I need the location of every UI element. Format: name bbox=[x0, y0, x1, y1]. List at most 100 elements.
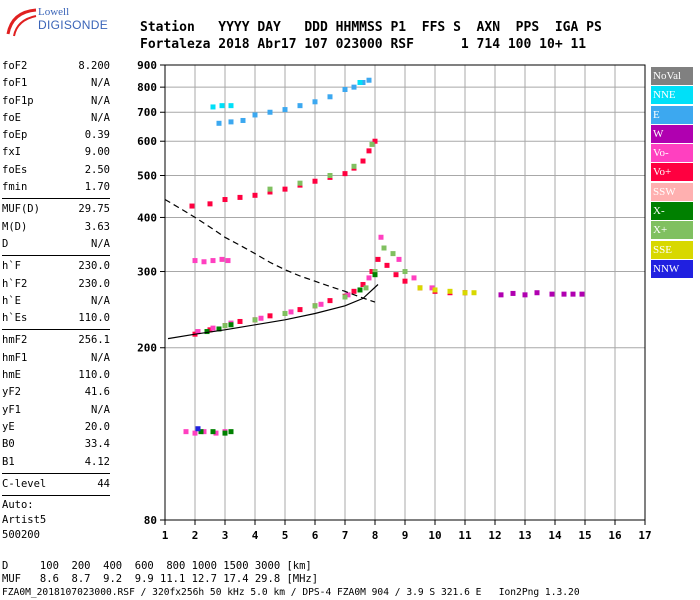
param-row: fmin 1.70 bbox=[2, 179, 110, 196]
param-row: yE 20.0 bbox=[2, 419, 110, 436]
data-point bbox=[216, 120, 222, 126]
data-point bbox=[297, 180, 303, 186]
param-label: fmin bbox=[2, 181, 28, 194]
data-point bbox=[381, 245, 387, 251]
param-value: 44 bbox=[97, 477, 110, 490]
param-row: yF1 N/A bbox=[2, 402, 110, 419]
x-tick-label: 16 bbox=[608, 529, 622, 542]
footer-muf: MUF 8.6 8.7 9.2 9.9 11.1 12.7 17.4 29.8 … bbox=[2, 573, 319, 585]
separator bbox=[2, 329, 110, 331]
profile-curve-solid bbox=[167, 284, 379, 340]
param-row: C-level 44 bbox=[2, 476, 110, 493]
x-tick-label: 13 bbox=[518, 529, 531, 542]
data-point bbox=[372, 272, 378, 278]
data-point bbox=[360, 79, 366, 85]
legend-item: NNW bbox=[651, 259, 693, 278]
logo bbox=[4, 6, 94, 40]
x-tick-label: 3 bbox=[222, 529, 229, 542]
data-point bbox=[228, 429, 234, 435]
param-value: 110.0 bbox=[78, 369, 110, 382]
separator bbox=[2, 472, 110, 474]
param-value: 9.00 bbox=[84, 146, 110, 159]
param-row: B1 4.12 bbox=[2, 454, 110, 471]
footer-distance: D 100 200 400 600 800 1000 1500 3000 [km… bbox=[2, 560, 312, 572]
data-point bbox=[228, 103, 234, 109]
auto-label: Auto: bbox=[2, 499, 34, 512]
param-label: yF2 bbox=[2, 386, 21, 399]
param-value: 29.75 bbox=[78, 203, 110, 216]
separator bbox=[2, 255, 110, 257]
legend-item: Vo- bbox=[651, 144, 693, 163]
data-point bbox=[393, 272, 399, 278]
data-point bbox=[360, 158, 366, 164]
data-point bbox=[351, 84, 357, 90]
axis-ticks: 1 2 3 4 5 6 7 8 9 10 11 12 13 14 15 16 17802003004005006… bbox=[137, 59, 652, 542]
data-point bbox=[195, 426, 201, 432]
legend-item: Vo+ bbox=[651, 163, 693, 182]
data-point bbox=[183, 429, 189, 435]
param-label: MUF(D) bbox=[2, 203, 40, 216]
data-point bbox=[357, 287, 363, 293]
param-label: C-level bbox=[2, 477, 47, 490]
param-value: 20.0 bbox=[84, 420, 110, 433]
data-point bbox=[222, 197, 228, 203]
data-point bbox=[366, 148, 372, 154]
param-label: foEs bbox=[2, 163, 28, 176]
data-point bbox=[384, 262, 390, 268]
param-value: 41.6 bbox=[84, 386, 110, 399]
data-point bbox=[201, 259, 207, 265]
x-tick-label: 8 bbox=[372, 529, 379, 542]
param-row: fxI 9.00 bbox=[2, 144, 110, 161]
data-point bbox=[498, 292, 504, 298]
data-point bbox=[219, 103, 225, 109]
data-point bbox=[198, 429, 204, 435]
logo-arc-icon bbox=[6, 8, 37, 37]
data-point bbox=[240, 117, 246, 123]
param-label: hmF2 bbox=[2, 334, 28, 347]
x-tick-label: 15 bbox=[578, 529, 591, 542]
data-point bbox=[570, 291, 576, 297]
data-point bbox=[282, 310, 288, 316]
x-tick-label: 11 bbox=[458, 529, 472, 542]
y-tick-label: 700 bbox=[137, 106, 157, 119]
data-point bbox=[357, 79, 363, 85]
data-point bbox=[366, 275, 372, 281]
data-point bbox=[372, 269, 378, 275]
data-point bbox=[210, 325, 216, 331]
data-point bbox=[402, 278, 408, 284]
param-label: h`F2 bbox=[2, 277, 28, 290]
chart-curves bbox=[164, 198, 379, 340]
data-point bbox=[237, 194, 243, 200]
data-point bbox=[228, 322, 234, 328]
param-value: N/A bbox=[91, 94, 110, 107]
param-row: foF1p N/A bbox=[2, 93, 110, 110]
data-point bbox=[318, 301, 324, 307]
data-point bbox=[210, 104, 216, 110]
param-value: 2.50 bbox=[84, 163, 110, 176]
y-tick-label: 300 bbox=[137, 266, 157, 279]
data-point bbox=[252, 317, 258, 323]
param-label: D bbox=[2, 237, 9, 250]
data-point bbox=[342, 294, 348, 300]
data-point bbox=[369, 269, 375, 275]
legend-item: SSW bbox=[651, 182, 693, 201]
separator bbox=[2, 495, 110, 497]
data-point bbox=[267, 313, 273, 319]
data-point bbox=[522, 292, 528, 298]
param-label: B0 bbox=[2, 438, 15, 451]
param-value: 230.0 bbox=[78, 260, 110, 273]
data-point bbox=[342, 87, 348, 93]
data-point bbox=[327, 298, 333, 304]
data-point bbox=[267, 109, 273, 115]
legend: NoVal NNE E W Vo- Vo+ SSW X- X+ SSE NNW bbox=[651, 67, 693, 279]
y-tick-label: 200 bbox=[137, 342, 157, 355]
x-tick-label: 14 bbox=[548, 529, 562, 542]
param-row: h`E N/A bbox=[2, 293, 110, 310]
data-point bbox=[375, 256, 381, 262]
header-row-1: Station YYYY DAY DDD HHMMSS P1 FFS S AXN… bbox=[140, 20, 602, 35]
data-point bbox=[225, 258, 231, 264]
param-value: N/A bbox=[91, 294, 110, 307]
param-label: foEp bbox=[2, 129, 28, 142]
x-tick-label: 1 bbox=[162, 529, 169, 542]
param-row: M(D) 3.63 bbox=[2, 219, 110, 236]
